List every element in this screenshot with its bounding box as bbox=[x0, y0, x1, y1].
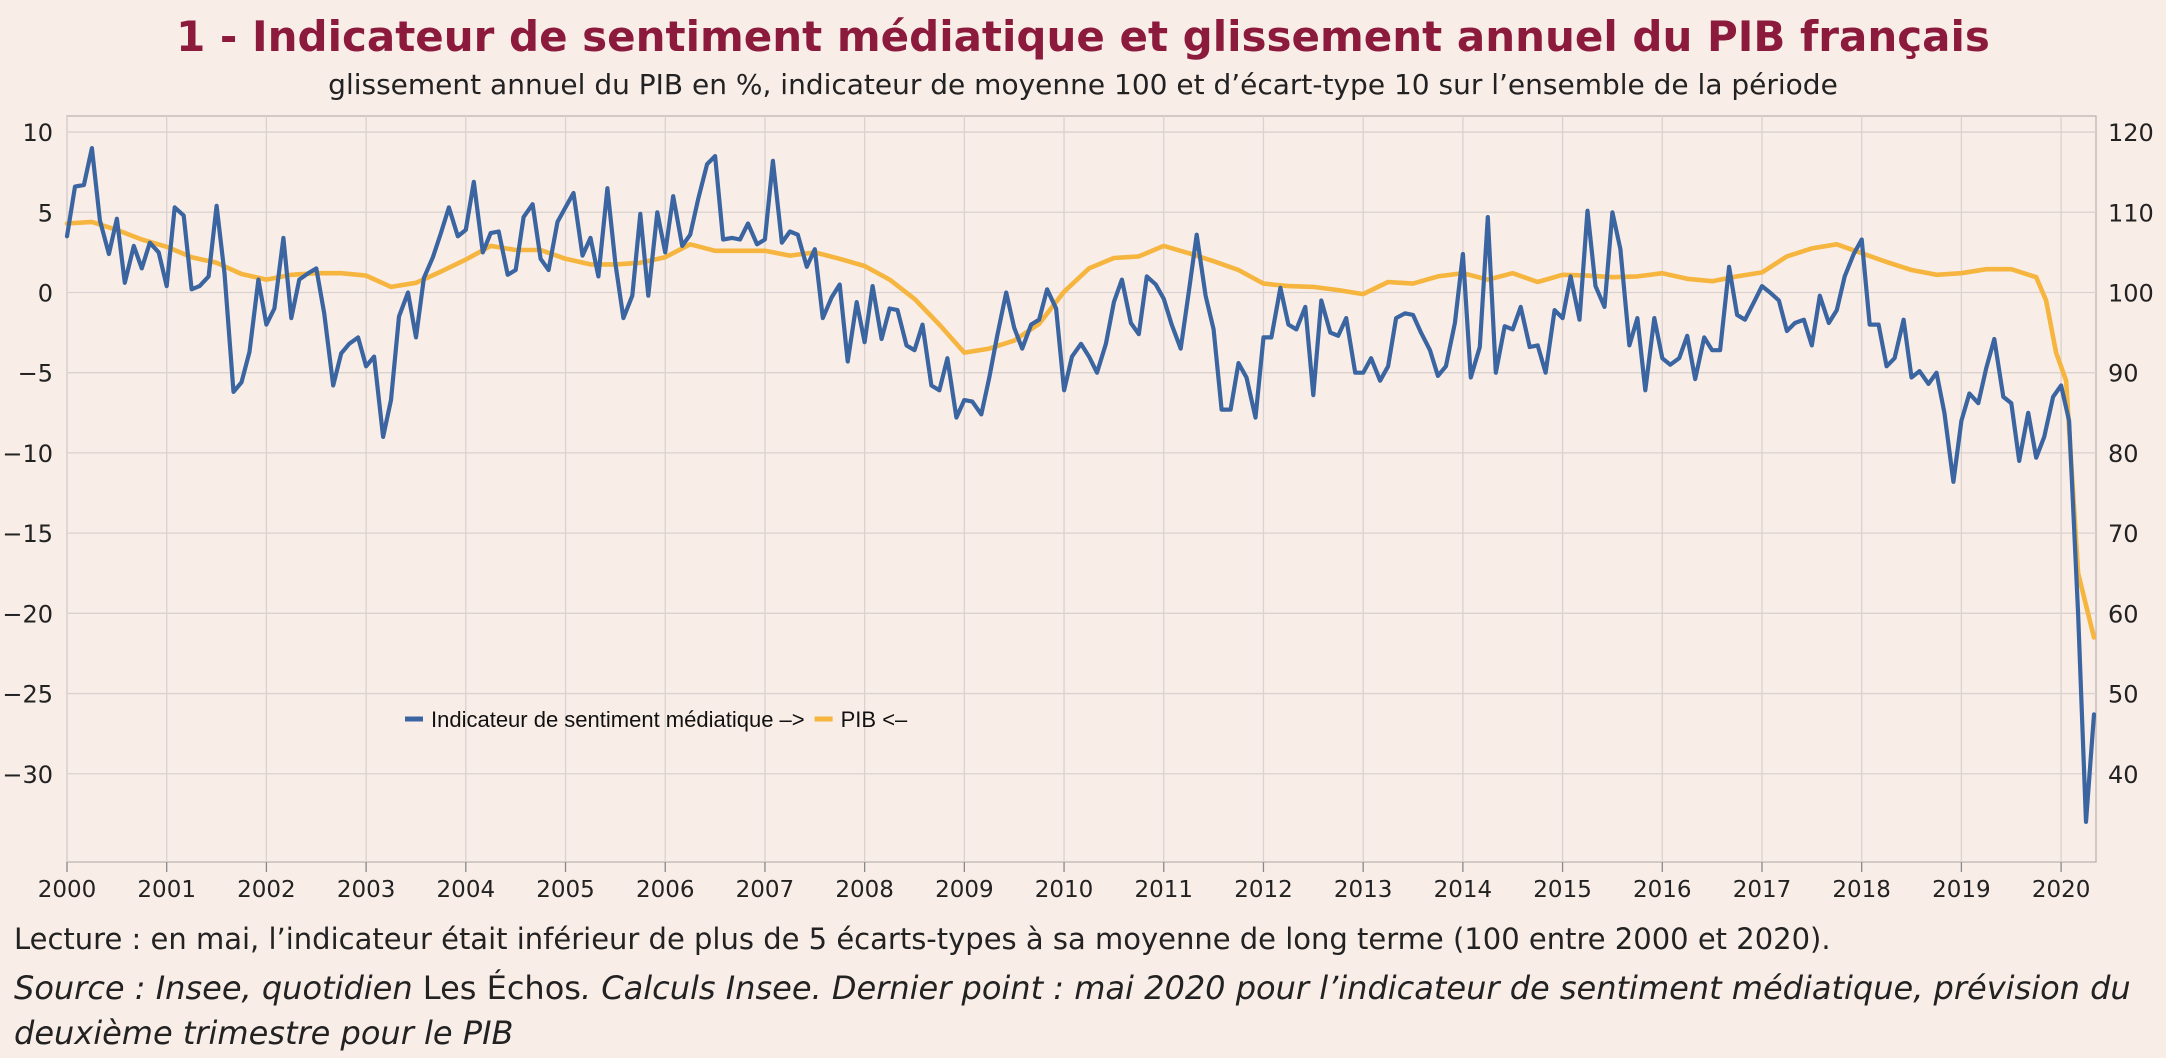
y-left-tick-label: −20 bbox=[2, 600, 53, 628]
x-tick-label: 2007 bbox=[736, 877, 795, 903]
x-tick-label: 2001 bbox=[137, 877, 196, 903]
y-left-tick-label: 10 bbox=[22, 119, 53, 147]
x-tick-label: 2000 bbox=[38, 877, 97, 903]
source-prefix: Source : Insee, quotidien bbox=[14, 969, 423, 1007]
y-left-tick-label: −5 bbox=[18, 360, 53, 388]
y-right-tick-label: 70 bbox=[2108, 520, 2139, 548]
x-tick-label: 2018 bbox=[1832, 877, 1891, 903]
x-tick-label: 2013 bbox=[1334, 877, 1393, 903]
series-line-pib bbox=[64, 219, 2097, 640]
line-chart: 1050−5−10−15−20−25−301201101009080706050… bbox=[2, 115, 2154, 903]
x-tick-label: 2004 bbox=[437, 877, 496, 903]
x-tick-label: 2003 bbox=[337, 877, 396, 903]
y-left-tick-label: −30 bbox=[2, 761, 53, 789]
y-right-tick-label: 80 bbox=[2108, 440, 2139, 468]
x-tick-label: 2011 bbox=[1134, 877, 1193, 903]
legend-label: Indicateur de sentiment médiatique –> bbox=[431, 707, 805, 732]
y-right-tick-label: 100 bbox=[2108, 279, 2154, 307]
lecture-note: Lecture : en mai, l’indicateur était inf… bbox=[14, 922, 1831, 956]
chart-subtitle: glissement annuel du PIB en %, indicateu… bbox=[328, 68, 1838, 101]
source-note: Source : Insee, quotidien Les Échos. Cal… bbox=[14, 966, 2144, 1056]
y-left-tick-label: −10 bbox=[2, 440, 53, 468]
source-suffix: . Calculs Insee. Dernier point : mai 202… bbox=[14, 969, 2131, 1052]
plot-area bbox=[66, 115, 2097, 863]
x-tick-label: 2014 bbox=[1434, 877, 1493, 903]
y-left-tick-label: −25 bbox=[2, 681, 53, 709]
y-right-tick-label: 120 bbox=[2108, 119, 2154, 147]
source-brand: Les Échos bbox=[422, 969, 581, 1007]
x-tick-label: 2010 bbox=[1035, 877, 1094, 903]
chart-title: 1 - Indicateur de sentiment médiatique e… bbox=[176, 12, 1990, 61]
x-tick-label: 2005 bbox=[536, 877, 595, 903]
x-tick-label: 2019 bbox=[1932, 877, 1991, 903]
y-left-tick-label: 5 bbox=[38, 199, 53, 227]
y-right-tick-label: 60 bbox=[2108, 600, 2139, 628]
y-right-tick-label: 40 bbox=[2108, 761, 2139, 789]
x-tick-label: 2020 bbox=[2032, 877, 2091, 903]
series-line-indicateur bbox=[64, 146, 2097, 824]
x-tick-label: 2008 bbox=[835, 877, 894, 903]
x-tick-label: 2016 bbox=[1633, 877, 1692, 903]
x-tick-label: 2006 bbox=[636, 877, 695, 903]
x-tick-label: 2002 bbox=[237, 877, 296, 903]
y-left-tick-label: −15 bbox=[2, 520, 53, 548]
x-tick-label: 2012 bbox=[1234, 877, 1293, 903]
y-right-tick-label: 50 bbox=[2108, 681, 2139, 709]
y-left-tick-label: 0 bbox=[38, 279, 53, 307]
y-right-tick-label: 90 bbox=[2108, 360, 2139, 388]
x-tick-label: 2009 bbox=[935, 877, 994, 903]
legend-label: PIB <– bbox=[841, 707, 908, 732]
x-tick-label: 2017 bbox=[1733, 877, 1792, 903]
x-tick-label: 2015 bbox=[1533, 877, 1592, 903]
y-right-tick-label: 110 bbox=[2108, 199, 2154, 227]
